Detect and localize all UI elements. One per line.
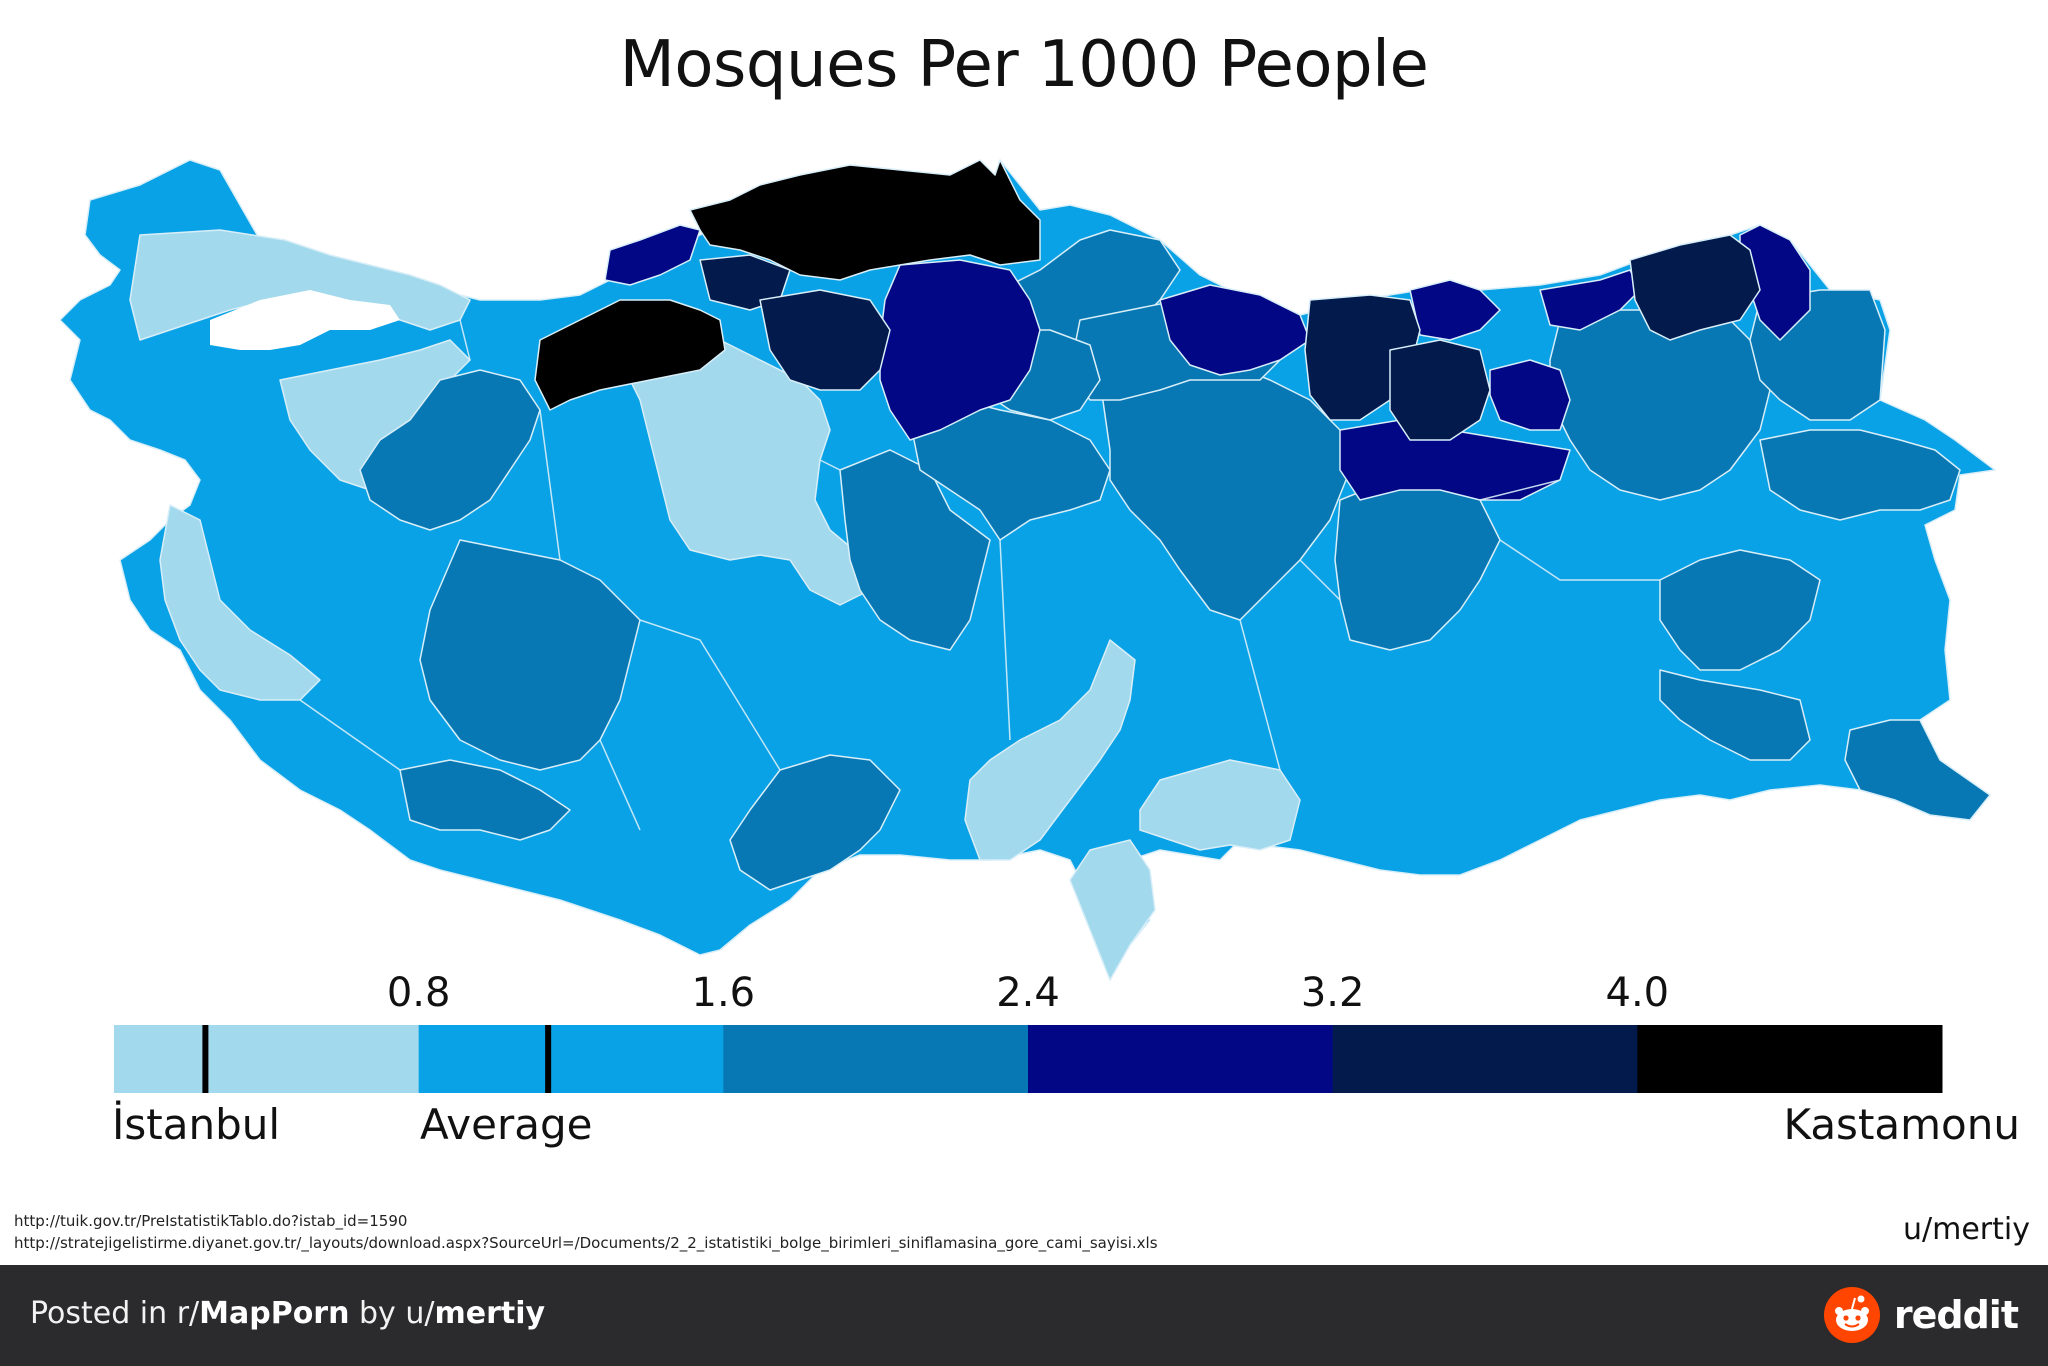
region-zonguldak-bartin xyxy=(534,299,726,411)
region-hatay-south xyxy=(1069,839,1156,981)
posted-in-text: Posted in r/MapPorn by u/mertiy xyxy=(30,1296,545,1331)
username-link[interactable]: mertiy xyxy=(434,1296,546,1331)
region-rize-coast xyxy=(1539,269,1641,331)
reddit-brand[interactable]: reddit xyxy=(1823,1287,2019,1343)
legend-average-label: Average xyxy=(420,1100,593,1149)
legend-markers xyxy=(202,1025,552,1093)
class-navy-regions xyxy=(604,224,1811,501)
map-svg xyxy=(59,159,1996,1093)
reddit-logo-icon xyxy=(1823,1287,1880,1343)
subreddit-link[interactable]: MapPorn xyxy=(199,1296,350,1331)
region-kayseri-north xyxy=(909,399,1111,541)
legend-tick-label: 3.2 xyxy=(1300,970,1365,1016)
region-isparta xyxy=(399,759,571,841)
region-adana-mersin xyxy=(964,639,1136,861)
legend-tick-label: 4.0 xyxy=(1605,970,1670,1016)
source-link-diyanet[interactable]: http://stratejigelistirme.diyanet.gov.tr… xyxy=(14,1234,1158,1252)
legend-left-label: İstanbul xyxy=(112,1100,281,1149)
legend-marker-average xyxy=(545,1025,552,1093)
class-mid-regions xyxy=(359,229,1991,891)
legend-box-4 xyxy=(1332,1025,1638,1093)
region-mus-bitlis xyxy=(1659,549,1821,671)
source-notes: http://tuik.gov.tr/PreIstatistikTablo.do… xyxy=(14,1210,1158,1254)
region-gumushane xyxy=(1389,339,1491,441)
class-darknavy-regions xyxy=(699,234,1761,441)
legend-box-1 xyxy=(418,1025,724,1093)
region-bolu-east xyxy=(759,289,891,391)
region-van-south xyxy=(1659,669,1811,761)
region-rize xyxy=(1489,359,1571,431)
posted-by-text: by u/ xyxy=(349,1296,435,1331)
region-kastamonu-sinop xyxy=(689,159,1041,281)
legend-box-0 xyxy=(114,1025,420,1093)
legend-right-label: Kastamonu xyxy=(1783,1100,2020,1149)
region-rize-inland xyxy=(1629,234,1761,341)
region-kocaeli-adapazari xyxy=(604,224,701,286)
region-gumushane-coast xyxy=(1409,279,1501,341)
posted-prefix: Posted in r/ xyxy=(30,1296,200,1331)
source-link-tuik[interactable]: http://tuik.gov.tr/PreIstatistikTablo.do… xyxy=(14,1212,408,1230)
legend-box-3 xyxy=(1028,1025,1334,1093)
region-agri-east xyxy=(1759,429,1961,521)
map-frame: Mosques Per 1000 People xyxy=(14,28,2030,1254)
region-balikesir xyxy=(359,369,541,531)
province-borders xyxy=(299,319,1660,831)
map-title: Mosques Per 1000 People xyxy=(619,28,1429,102)
legend-marker-istanbul xyxy=(202,1025,209,1093)
legend-tick-label: 2.4 xyxy=(996,970,1060,1016)
legend-color-boxes xyxy=(114,1025,1943,1093)
region-konya-south xyxy=(729,754,901,891)
legend-box-5 xyxy=(1637,1025,1943,1093)
legend-tick-label: 1.6 xyxy=(691,970,756,1016)
region-ordu-giresun xyxy=(1159,284,1311,376)
reddit-footer-bar: Posted in r/MapPorn by u/mertiy reddit xyxy=(0,1265,2048,1366)
marmara-sea xyxy=(210,290,400,350)
reddit-wordmark: reddit xyxy=(1893,1293,2019,1337)
region-hakkari xyxy=(1844,719,1991,821)
legend xyxy=(114,1025,1943,1093)
legend-tick-label: 0.8 xyxy=(386,970,451,1016)
author-credit: u/mertiy xyxy=(1903,1212,2030,1247)
region-hatay-gaziantep xyxy=(1139,759,1301,851)
region-kutahya-afyon xyxy=(419,539,641,771)
legend-box-2 xyxy=(723,1025,1029,1093)
class-black-regions xyxy=(534,159,1041,411)
